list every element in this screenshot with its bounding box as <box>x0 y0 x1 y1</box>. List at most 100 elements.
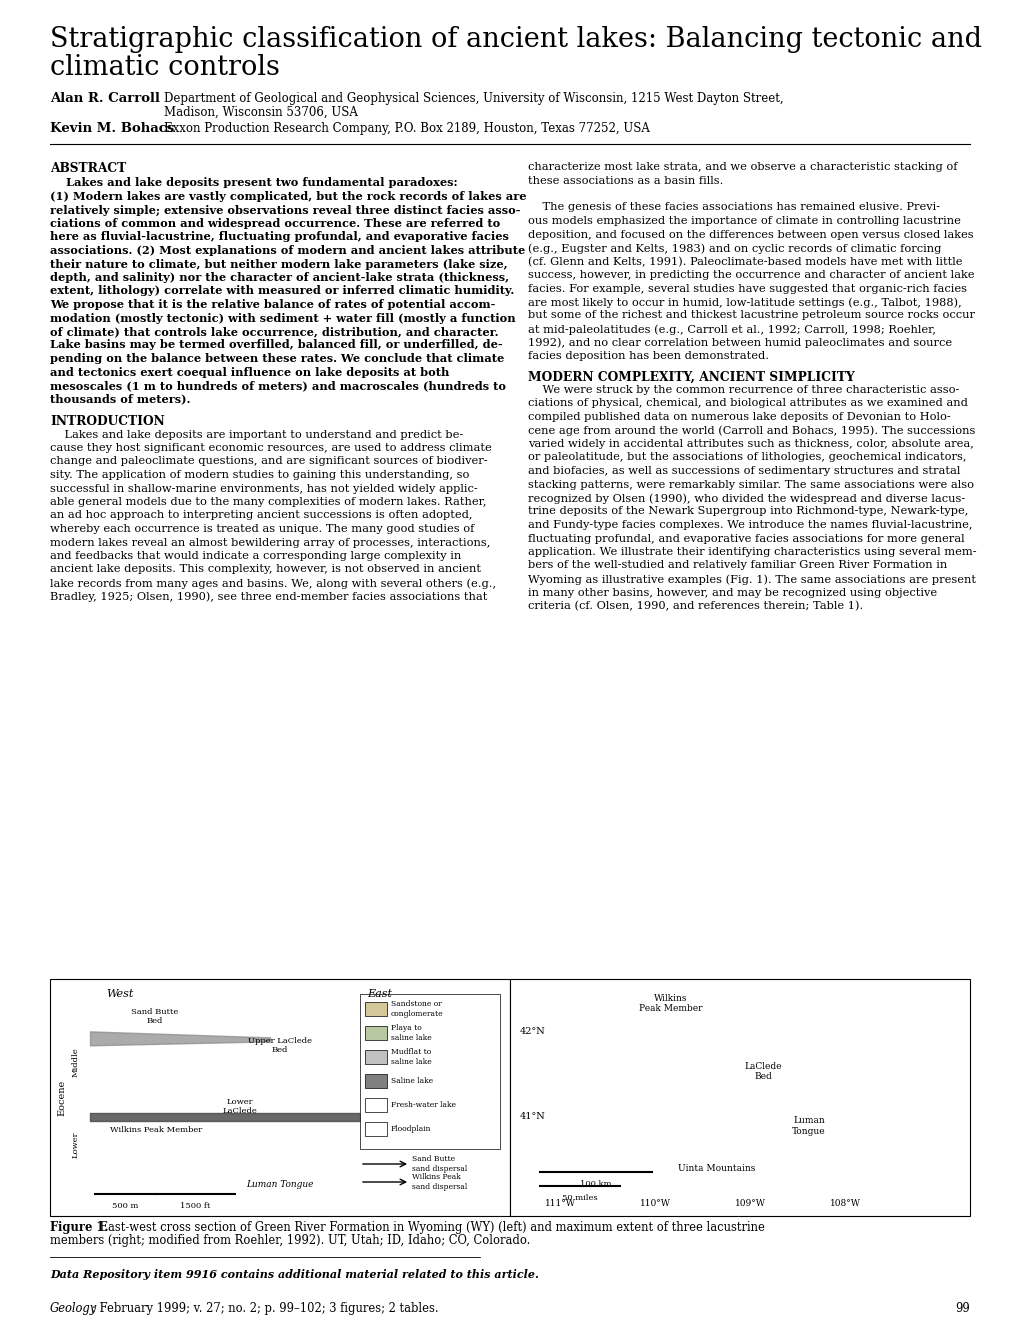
Text: successful in shallow-marine environments, has not yielded widely applic-: successful in shallow-marine environment… <box>50 484 477 493</box>
Text: associations. (2) Most explanations of modern and ancient lakes attribute: associations. (2) Most explanations of m… <box>50 245 525 255</box>
Text: Department of Geological and Geophysical Sciences, University of Wisconsin, 1215: Department of Geological and Geophysical… <box>164 91 783 105</box>
Text: criteria (cf. Olsen, 1990, and references therein; Table 1).: criteria (cf. Olsen, 1990, and reference… <box>528 601 862 612</box>
Text: 41°N: 41°N <box>520 1111 545 1121</box>
Text: 108°W: 108°W <box>828 1199 860 1208</box>
Text: application. We illustrate their identifying characteristics using several mem-: application. We illustrate their identif… <box>528 547 975 556</box>
Text: ancient lake deposits. This complexity, however, is not observed in ancient: ancient lake deposits. This complexity, … <box>50 564 481 574</box>
Bar <box>510 978 969 1216</box>
Text: 42°N: 42°N <box>520 1027 545 1036</box>
Text: Geology: Geology <box>50 1302 97 1314</box>
Text: cause they host significant economic resources, are used to address climate: cause they host significant economic res… <box>50 444 491 453</box>
Text: 109°W: 109°W <box>734 1199 764 1208</box>
Text: Uinta Mountains: Uinta Mountains <box>678 1164 755 1173</box>
Text: these associations as a basin fills.: these associations as a basin fills. <box>528 176 722 185</box>
Text: We were struck by the common recurrence of three characteristic asso-: We were struck by the common recurrence … <box>528 384 959 395</box>
Text: members (right; modified from Roehler, 1992). UT, Utah; ID, Idaho; CO, Colorado.: members (right; modified from Roehler, 1… <box>50 1234 530 1247</box>
Text: or paleolatitude, but the associations of lithologies, geochemical indicators,: or paleolatitude, but the associations o… <box>528 453 966 462</box>
Text: relatively simple; extensive observations reveal three distinct facies asso-: relatively simple; extensive observation… <box>50 204 520 215</box>
Text: Playa to
saline lake: Playa to saline lake <box>390 1024 431 1042</box>
Text: Wilkins Peak Member: Wilkins Peak Member <box>110 1126 202 1134</box>
Text: recognized by Olsen (1990), who divided the widespread and diverse lacus-: recognized by Olsen (1990), who divided … <box>528 493 964 504</box>
Text: climatic controls: climatic controls <box>50 54 279 81</box>
Text: and biofacies, as well as successions of sedimentary structures and stratal: and biofacies, as well as successions of… <box>528 466 960 476</box>
Text: Sandstone or
conglomerate: Sandstone or conglomerate <box>390 1000 443 1017</box>
Text: 111°W: 111°W <box>544 1199 575 1208</box>
Text: Wilkins Peak
sand dispersal: Wilkins Peak sand dispersal <box>412 1173 467 1191</box>
Text: (e.g., Eugster and Kelts, 1983) and on cyclic records of climatic forcing: (e.g., Eugster and Kelts, 1983) and on c… <box>528 243 941 254</box>
Text: Saline lake: Saline lake <box>390 1077 433 1085</box>
Text: ous models emphasized the importance of climate in controlling lacustrine: ous models emphasized the importance of … <box>528 216 960 226</box>
Bar <box>365 1025 386 1040</box>
Text: and Fundy-type facies complexes. We introduce the names fluvial-lacustrine,: and Fundy-type facies complexes. We intr… <box>528 520 971 530</box>
Text: Eocene: Eocene <box>57 1079 66 1116</box>
Text: (cf. Glenn and Kelts, 1991). Paleoclimate-based models have met with little: (cf. Glenn and Kelts, 1991). Paleoclimat… <box>528 257 962 267</box>
Text: lake records from many ages and basins. We, along with several others (e.g.,: lake records from many ages and basins. … <box>50 578 495 589</box>
Text: (1) Modern lakes are vastly complicated, but the rock records of lakes are: (1) Modern lakes are vastly complicated,… <box>50 191 526 202</box>
Text: Luman
Tongue: Luman Tongue <box>792 1117 825 1136</box>
Text: 99: 99 <box>955 1302 969 1314</box>
Text: Exxon Production Research Company, P.O. Box 2189, Houston, Texas 77252, USA: Exxon Production Research Company, P.O. … <box>164 122 649 134</box>
Text: 1500 ft: 1500 ft <box>179 1202 210 1210</box>
Bar <box>365 1098 386 1111</box>
Text: 100 km: 100 km <box>580 1180 611 1188</box>
Text: Floodplain: Floodplain <box>390 1125 431 1133</box>
Bar <box>365 1074 386 1089</box>
Text: an ad hoc approach to interpreting ancient successions is often adopted,: an ad hoc approach to interpreting ancie… <box>50 511 472 520</box>
Text: Wilkins
Peak Member: Wilkins Peak Member <box>639 995 702 1013</box>
Text: in many other basins, however, and may be recognized using objective: in many other basins, however, and may b… <box>528 587 936 598</box>
Bar <box>360 995 499 1149</box>
Text: 110°W: 110°W <box>639 1199 669 1208</box>
Text: success, however, in predicting the occurrence and character of ancient lake: success, however, in predicting the occu… <box>528 270 973 280</box>
Text: and tectonics exert coequal influence on lake deposits at both: and tectonics exert coequal influence on… <box>50 367 449 378</box>
Text: Data Repository item 9916 contains additional material related to this article.: Data Repository item 9916 contains addit… <box>50 1269 538 1279</box>
Text: sity. The application of modern studies to gaining this understanding, so: sity. The application of modern studies … <box>50 470 469 480</box>
Text: ciations of physical, chemical, and biological attributes as we examined and: ciations of physical, chemical, and biol… <box>528 399 967 409</box>
Text: Fresh-water lake: Fresh-water lake <box>390 1101 455 1109</box>
Text: Alan R. Carroll: Alan R. Carroll <box>50 91 160 105</box>
Text: Lakes and lake deposits are important to understand and predict be-: Lakes and lake deposits are important to… <box>50 430 463 439</box>
Text: Lakes and lake deposits present two fundamental paradoxes:: Lakes and lake deposits present two fund… <box>50 177 458 188</box>
Text: 1992), and no clear correlation between humid paleoclimates and source: 1992), and no clear correlation between … <box>528 337 951 348</box>
Text: Figure 1.: Figure 1. <box>50 1220 108 1234</box>
Text: of climate) that controls lake occurrence, distribution, and character.: of climate) that controls lake occurrenc… <box>50 327 498 337</box>
Text: pending on the balance between these rates. We conclude that climate: pending on the balance between these rat… <box>50 353 503 364</box>
Text: 500 m: 500 m <box>112 1202 138 1210</box>
Text: able general models due to the many complexities of modern lakes. Rather,: able general models due to the many comp… <box>50 497 486 507</box>
Text: extent, lithology) correlate with measured or inferred climatic humidity.: extent, lithology) correlate with measur… <box>50 285 514 297</box>
Bar <box>365 1122 386 1136</box>
Text: Upper LaClede
Bed: Upper LaClede Bed <box>248 1036 312 1054</box>
Text: are most likely to occur in humid, low-latitude settings (e.g., Talbot, 1988),: are most likely to occur in humid, low-l… <box>528 297 961 308</box>
Text: characterize most lake strata, and we observe a characteristic stacking of: characterize most lake strata, and we ob… <box>528 163 957 172</box>
Bar <box>365 1003 386 1016</box>
Text: Madison, Wisconsin 53706, USA: Madison, Wisconsin 53706, USA <box>164 106 358 120</box>
Text: Stratigraphic classification of ancient lakes: Balancing tectonic and: Stratigraphic classification of ancient … <box>50 26 981 52</box>
Text: facies deposition has been demonstrated.: facies deposition has been demonstrated. <box>528 351 768 362</box>
Text: Bradley, 1925; Olsen, 1990), see three end-member facies associations that: Bradley, 1925; Olsen, 1990), see three e… <box>50 591 487 602</box>
Text: 50 miles: 50 miles <box>561 1193 597 1202</box>
Text: East: East <box>367 989 392 999</box>
Text: whereby each occurrence is treated as unique. The many good studies of: whereby each occurrence is treated as un… <box>50 524 474 534</box>
Text: LaClede
Bed: LaClede Bed <box>744 1062 781 1082</box>
Text: but some of the richest and thickest lacustrine petroleum source rocks occur: but some of the richest and thickest lac… <box>528 310 974 320</box>
Text: bers of the well-studied and relatively familiar Green River Formation in: bers of the well-studied and relatively … <box>528 560 947 570</box>
Text: ciations of common and widespread occurrence. These are referred to: ciations of common and widespread occurr… <box>50 218 499 228</box>
Text: INTRODUCTION: INTRODUCTION <box>50 415 165 427</box>
Text: Mudflat to
saline lake: Mudflat to saline lake <box>390 1048 431 1066</box>
Text: thousands of meters).: thousands of meters). <box>50 394 191 405</box>
Text: varied widely in accidental attributes such as thickness, color, absolute area,: varied widely in accidental attributes s… <box>528 439 973 449</box>
Text: here as fluvial-lacustrine, fluctuating profundal, and evaporative facies: here as fluvial-lacustrine, fluctuating … <box>50 231 508 242</box>
Text: We propose that it is the relative balance of rates of potential accom-: We propose that it is the relative balan… <box>50 298 495 310</box>
Text: Lower
LaClede: Lower LaClede <box>222 1098 257 1114</box>
Text: and feedbacks that would indicate a corresponding large complexity in: and feedbacks that would indicate a corr… <box>50 551 461 560</box>
Text: facies. For example, several studies have suggested that organic-rich facies: facies. For example, several studies hav… <box>528 284 966 293</box>
Text: MODERN COMPLEXITY, ANCIENT SIMPLICITY: MODERN COMPLEXITY, ANCIENT SIMPLICITY <box>528 371 854 383</box>
Text: Sand Butte
sand dispersal: Sand Butte sand dispersal <box>412 1156 467 1172</box>
Text: Luman Tongue: Luman Tongue <box>246 1180 314 1189</box>
Text: modation (mostly tectonic) with sediment + water fill (mostly a function: modation (mostly tectonic) with sediment… <box>50 313 516 324</box>
Text: West: West <box>106 989 133 999</box>
Text: Middle: Middle <box>72 1047 79 1077</box>
Text: change and paleoclimate questions, and are significant sources of biodiver-: change and paleoclimate questions, and a… <box>50 457 487 466</box>
Text: Lake basins may be termed overfilled, balanced fill, or underfilled, de-: Lake basins may be termed overfilled, ba… <box>50 340 502 351</box>
Text: ABSTRACT: ABSTRACT <box>50 163 126 175</box>
Text: stacking patterns, were remarkably similar. The same associations were also: stacking patterns, were remarkably simil… <box>528 480 973 489</box>
